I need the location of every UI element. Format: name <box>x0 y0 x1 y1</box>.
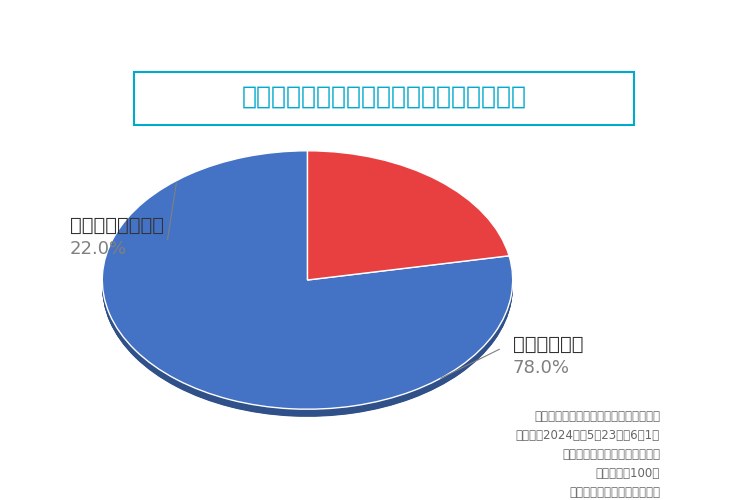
Wedge shape <box>308 156 509 286</box>
Text: 22.0%: 22.0% <box>70 240 127 258</box>
Wedge shape <box>102 151 513 409</box>
Wedge shape <box>102 152 513 410</box>
Wedge shape <box>102 156 513 414</box>
Wedge shape <box>102 154 513 413</box>
Wedge shape <box>102 152 513 410</box>
Wedge shape <box>308 154 509 283</box>
Wedge shape <box>308 151 509 280</box>
Wedge shape <box>102 154 513 412</box>
Wedge shape <box>308 157 509 286</box>
Wedge shape <box>308 158 509 287</box>
Wedge shape <box>102 151 513 409</box>
Wedge shape <box>102 158 513 416</box>
Text: 78.0%: 78.0% <box>513 360 570 378</box>
Wedge shape <box>308 158 509 288</box>
Text: ドバイの騒音対策は十分だと思いますか？: ドバイの騒音対策は十分だと思いますか？ <box>242 84 526 108</box>
Wedge shape <box>102 158 513 417</box>
Wedge shape <box>308 154 509 282</box>
Text: 十分だと思う: 十分だと思う <box>513 335 584 354</box>
Wedge shape <box>308 152 509 281</box>
Wedge shape <box>308 151 509 280</box>
Wedge shape <box>102 153 513 411</box>
Wedge shape <box>102 152 513 411</box>
Wedge shape <box>308 156 509 284</box>
Wedge shape <box>102 158 513 416</box>
Wedge shape <box>308 155 509 284</box>
Text: 十分だと思わない: 十分だと思わない <box>70 216 164 235</box>
FancyBboxPatch shape <box>134 72 634 126</box>
Wedge shape <box>308 153 509 282</box>
Wedge shape <box>308 154 509 284</box>
Wedge shape <box>308 152 509 282</box>
Text: 調査概要：ドバイでの生活に関する調査
調査日：2024年　5月23日～6月1日
調査方法：インターネット調査
調査人数：100人
調査対象：ドバイ在住日本人: 調査概要：ドバイでの生活に関する調査 調査日：2024年 5月23日～6月1日 … <box>516 410 660 499</box>
Wedge shape <box>102 156 513 414</box>
Wedge shape <box>308 157 509 286</box>
Wedge shape <box>308 158 509 287</box>
Wedge shape <box>308 154 509 284</box>
Wedge shape <box>102 157 513 415</box>
Wedge shape <box>102 157 513 415</box>
Wedge shape <box>102 155 513 413</box>
Wedge shape <box>308 156 509 285</box>
Wedge shape <box>308 152 509 282</box>
Wedge shape <box>102 154 513 412</box>
Wedge shape <box>102 154 513 412</box>
Wedge shape <box>102 156 513 414</box>
